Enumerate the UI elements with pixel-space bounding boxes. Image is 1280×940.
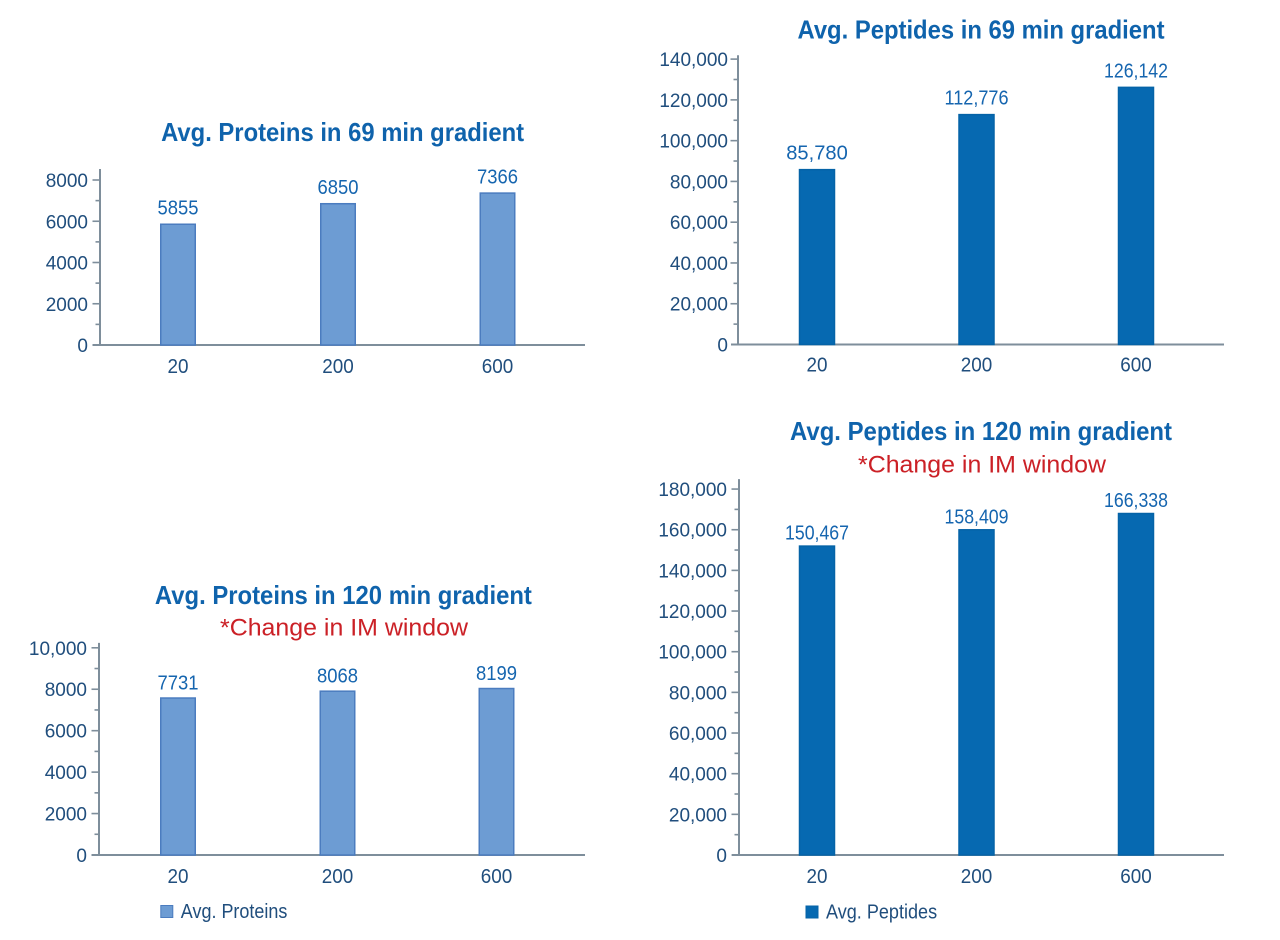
svg-text:85,780: 85,780 [786, 143, 848, 165]
svg-text:2000: 2000 [46, 295, 88, 316]
svg-text:6850: 6850 [318, 177, 359, 199]
svg-text:100,000: 100,000 [659, 132, 728, 153]
svg-text:4000: 4000 [45, 763, 87, 784]
svg-text:5855: 5855 [158, 198, 199, 220]
svg-text:*Change in IM window: *Change in IM window [220, 614, 468, 641]
svg-text:158,409: 158,409 [945, 506, 1009, 528]
svg-text:2000: 2000 [45, 805, 87, 826]
svg-text:126,142: 126,142 [1104, 60, 1168, 82]
svg-text:20,000: 20,000 [669, 805, 727, 826]
svg-text:600: 600 [482, 356, 514, 378]
svg-text:200: 200 [961, 355, 993, 377]
svg-text:150,467: 150,467 [785, 523, 849, 545]
svg-text:200: 200 [322, 866, 354, 888]
svg-text:100,000: 100,000 [658, 643, 727, 664]
svg-text:80,000: 80,000 [669, 683, 727, 704]
svg-text:80,000: 80,000 [670, 172, 728, 193]
svg-text:180,000: 180,000 [658, 480, 727, 501]
svg-text:160,000: 160,000 [658, 521, 727, 542]
svg-text:0: 0 [77, 336, 88, 357]
svg-text:6000: 6000 [45, 722, 87, 743]
svg-text:Avg. Proteins in 120 min gradi: Avg. Proteins in 120 min gradient [155, 582, 532, 610]
svg-text:7731: 7731 [158, 673, 199, 695]
svg-text:10,000: 10,000 [29, 639, 87, 660]
svg-text:60,000: 60,000 [670, 213, 728, 234]
svg-text:Avg. Proteins in 69 min gradie: Avg. Proteins in 69 min gradient [161, 119, 524, 147]
svg-text:8199: 8199 [476, 663, 517, 685]
svg-text:112,776: 112,776 [945, 88, 1009, 110]
svg-text:20: 20 [168, 356, 189, 378]
svg-text:60,000: 60,000 [669, 724, 727, 745]
svg-text:8000: 8000 [46, 171, 88, 192]
svg-text:0: 0 [716, 846, 727, 867]
svg-text:166,338: 166,338 [1104, 490, 1168, 512]
svg-text:200: 200 [322, 356, 354, 378]
svg-text:140,000: 140,000 [659, 50, 728, 71]
svg-text:Avg. Peptides: Avg. Peptides [826, 902, 937, 924]
svg-text:600: 600 [1120, 866, 1152, 888]
svg-text:20: 20 [168, 866, 189, 888]
svg-text:8068: 8068 [317, 666, 358, 688]
svg-text:120,000: 120,000 [659, 91, 728, 112]
svg-text:20: 20 [807, 866, 828, 888]
svg-text:200: 200 [961, 866, 993, 888]
svg-text:40,000: 40,000 [669, 765, 727, 786]
svg-text:*Change in IM window: *Change in IM window [858, 452, 1106, 479]
svg-text:40,000: 40,000 [670, 254, 728, 275]
svg-text:Avg. Proteins: Avg. Proteins [181, 901, 288, 923]
svg-text:0: 0 [717, 336, 728, 357]
svg-text:140,000: 140,000 [658, 561, 727, 582]
svg-text:Avg. Peptides in 69 min gradie: Avg. Peptides in 69 min gradient [798, 17, 1165, 45]
svg-text:7366: 7366 [477, 167, 518, 189]
svg-text:4000: 4000 [46, 254, 88, 275]
svg-text:20: 20 [807, 355, 828, 377]
svg-text:120,000: 120,000 [658, 602, 727, 623]
svg-text:600: 600 [1120, 355, 1152, 377]
svg-text:8000: 8000 [45, 680, 87, 701]
svg-text:600: 600 [481, 866, 513, 888]
svg-text:0: 0 [76, 846, 87, 867]
svg-text:Avg. Peptides in 120 min gradi: Avg. Peptides in 120 min gradient [790, 418, 1172, 446]
svg-text:20,000: 20,000 [670, 295, 728, 316]
svg-text:6000: 6000 [46, 212, 88, 233]
